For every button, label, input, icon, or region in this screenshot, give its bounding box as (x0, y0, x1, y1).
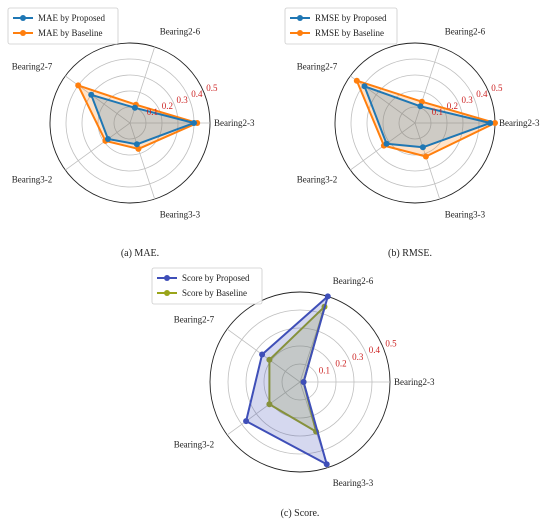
legend-box (7, 7, 119, 45)
radial-tick-labels: 0.1 0.2 0.3 0.4 0.5 (319, 338, 397, 375)
radial-tick-labels: 0.1 0.2 0.30.40.5 (432, 83, 503, 117)
grid-spoke (350, 75, 416, 124)
grid-spoke (414, 122, 441, 200)
series-point (383, 140, 390, 147)
category-label: Bearing2-6 (160, 27, 201, 37)
category-label: Bearing3-2 (12, 174, 53, 184)
series-point (131, 104, 138, 111)
legend-marker (164, 275, 170, 281)
category-label: Bearing2-3 (214, 118, 255, 128)
series-point (422, 153, 429, 160)
radial-tick-label: 0.5 (385, 338, 397, 348)
legend-entry-label: RMSE by Proposed (315, 13, 387, 23)
radial-tick-label: 0.5 (206, 83, 218, 93)
legend: MAE by Proposed MAE by Baseline (7, 7, 119, 45)
category-label: Bearing3-3 (445, 209, 486, 219)
legend-marker (297, 15, 303, 21)
radial-tick-label: 0.2 (447, 101, 458, 111)
radial-tick-label: 0.2 (335, 359, 346, 369)
legend-entry-label: RMSE by Baseline (315, 28, 384, 38)
legend-entry-label: MAE by Baseline (38, 28, 103, 38)
series-polygon (245, 295, 329, 466)
legend-marker (297, 30, 303, 36)
category-label: Bearing2-6 (445, 27, 486, 37)
category-labels: Bearing2-3 Bearing2-6 Bearing2-7 Bearing3-2… (174, 276, 435, 488)
grid-spoke (226, 381, 301, 436)
category-label: Bearing2-7 (12, 62, 53, 72)
series-point (243, 418, 250, 425)
radial-tick-label: 0.2 (162, 101, 173, 111)
radar-chart-2: 0.10.20.30.40.5Bearing2-3Bearing2-6Beari… (284, 7, 540, 259)
legend-box (284, 7, 398, 45)
legend-entry-label: Score by Baseline (182, 288, 247, 298)
radial-tick-label: 0.4 (369, 345, 381, 355)
radar-series-group (75, 82, 201, 152)
legend-marker (164, 290, 170, 296)
series-point (417, 103, 424, 110)
category-label: Bearing2-6 (333, 276, 374, 286)
radial-tick-label: 0.1 (319, 365, 330, 375)
chart-caption: (b) RMSE. (388, 248, 432, 259)
category-label: Bearing3-3 (160, 209, 201, 219)
radial-tick-labels: 0.1 0.2 0.30.40.5 (147, 83, 218, 117)
series-point (266, 356, 273, 363)
series-point (353, 77, 360, 84)
legend-entry-label: Score by Proposed (182, 273, 250, 283)
radial-tick-label: 0.4 (476, 89, 488, 99)
series-point (419, 144, 426, 151)
series-point (361, 83, 368, 90)
legend-entry-label: MAE by Proposed (38, 13, 105, 23)
series-point (492, 120, 498, 126)
series-point (266, 401, 273, 408)
radial-tick-label: 0.3 (352, 352, 364, 362)
series-point (191, 120, 197, 126)
series-point (133, 141, 140, 148)
radar-chart-1: 0.10.20.30.40.5Bearing2-3Bearing2-6Beari… (7, 7, 255, 259)
series-point (487, 120, 494, 126)
chart-caption: (a) MAE. (121, 248, 159, 259)
category-label: Bearing3-3 (333, 478, 374, 488)
series-point (88, 91, 95, 98)
legend: Score by Proposed Score by Baseline (151, 267, 263, 305)
radial-tick-label: 0.1 (147, 107, 158, 117)
legend-box (151, 267, 263, 305)
chart-caption: (c) Score. (281, 508, 320, 519)
radar-chart-3: 0.10.20.30.40.5Bearing2-3Bearing2-6Beari… (151, 267, 435, 519)
series-point (324, 293, 331, 300)
legend-marker (20, 30, 26, 36)
series-point (75, 82, 82, 89)
radial-tick-label: 0.5 (491, 83, 503, 93)
series-polygon (90, 93, 195, 146)
radar-series-group (243, 293, 331, 468)
category-label: Bearing3-2 (174, 439, 215, 449)
radar-series-group (353, 77, 498, 160)
category-labels: Bearing2-3 Bearing2-6 Bearing2-7 Bearing3-2… (297, 27, 540, 220)
legend-marker (20, 15, 26, 21)
category-labels: Bearing2-3 Bearing2-6 Bearing2-7 Bearing3-2… (12, 27, 255, 220)
grid-spoke (129, 122, 156, 200)
series-point (135, 145, 142, 152)
series-point (105, 136, 111, 142)
category-label: Bearing2-3 (499, 118, 540, 128)
series-polygon (355, 79, 496, 158)
category-label: Bearing2-3 (394, 377, 435, 387)
grid-spoke (414, 46, 441, 124)
legend: RMSE by Proposed RMSE by Baseline (284, 7, 398, 45)
radial-tick-label: 0.1 (432, 107, 443, 117)
series-point (323, 461, 330, 468)
series-point (418, 98, 425, 105)
radial-tick-label: 0.3 (177, 95, 189, 105)
grid-spoke (65, 122, 131, 171)
category-label: Bearing2-7 (297, 62, 338, 72)
category-label: Bearing3-2 (297, 174, 338, 184)
radar-grid (334, 42, 496, 204)
series-point (300, 379, 307, 385)
series-point (259, 351, 266, 358)
category-label: Bearing2-7 (174, 315, 215, 325)
series-polygon (363, 85, 492, 149)
radial-tick-label: 0.4 (191, 89, 203, 99)
radar-grid (209, 291, 391, 473)
radial-tick-label: 0.3 (462, 95, 474, 105)
